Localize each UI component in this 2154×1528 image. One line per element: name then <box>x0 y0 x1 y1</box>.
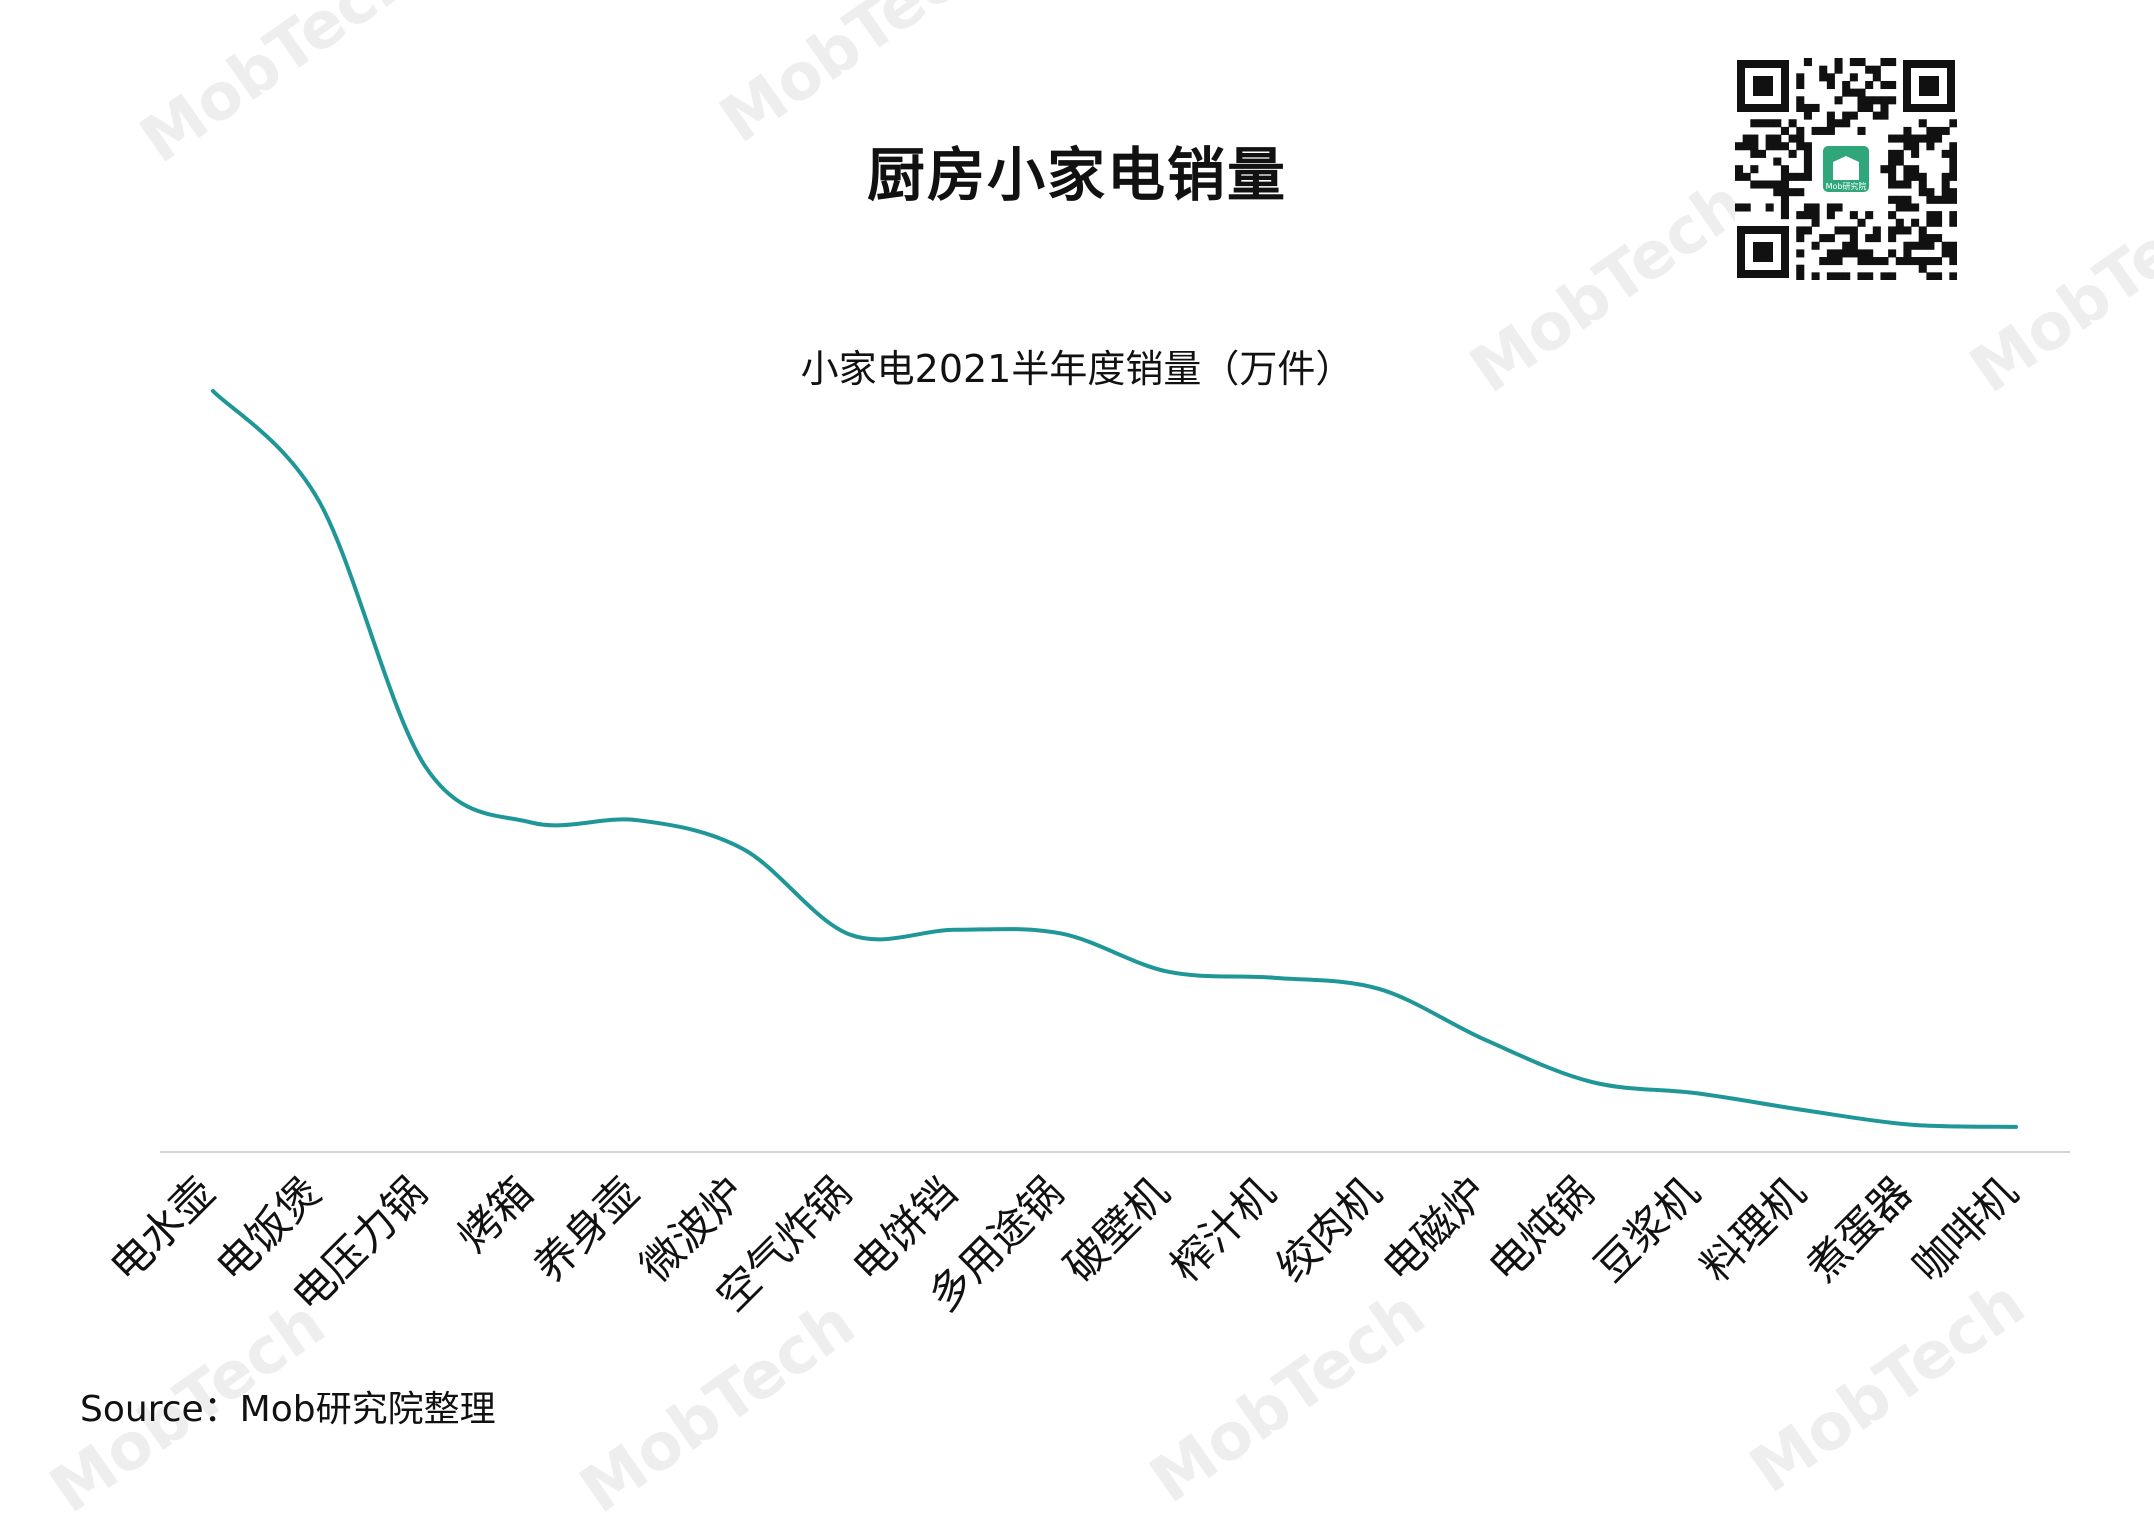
x-tick-label: 电磁炉 <box>1373 1167 1497 1291</box>
x-tick-label: 电炖锅 <box>1479 1167 1603 1291</box>
x-tick-label: 破壁机 <box>1055 1167 1179 1291</box>
x-tick-label: 豆浆机 <box>1585 1167 1709 1291</box>
x-tick-label: 电水壶 <box>100 1167 224 1291</box>
x-tick-label: 煮蛋器 <box>1797 1167 1921 1291</box>
x-tick-label: 烤箱 <box>448 1167 542 1261</box>
x-tick-label: 绞肉机 <box>1267 1167 1391 1291</box>
qr-logo-text: Mob研究院 <box>1826 181 1867 191</box>
series-line <box>211 389 2018 1129</box>
source-note: Source：Mob研究院整理 <box>80 1389 496 1430</box>
x-tick-label: 养身壶 <box>525 1167 649 1291</box>
qr-code: Mob研究院 <box>1735 58 1957 280</box>
x-tick-label: 榨汁机 <box>1161 1167 1285 1291</box>
x-tick-label: 咖啡机 <box>1903 1167 2027 1291</box>
chart-title: 小家电2021半年度销量（万件） <box>800 347 1354 391</box>
x-tick-label: 料理机 <box>1691 1167 1815 1291</box>
page-title: 厨房小家电销量 <box>866 141 1287 209</box>
